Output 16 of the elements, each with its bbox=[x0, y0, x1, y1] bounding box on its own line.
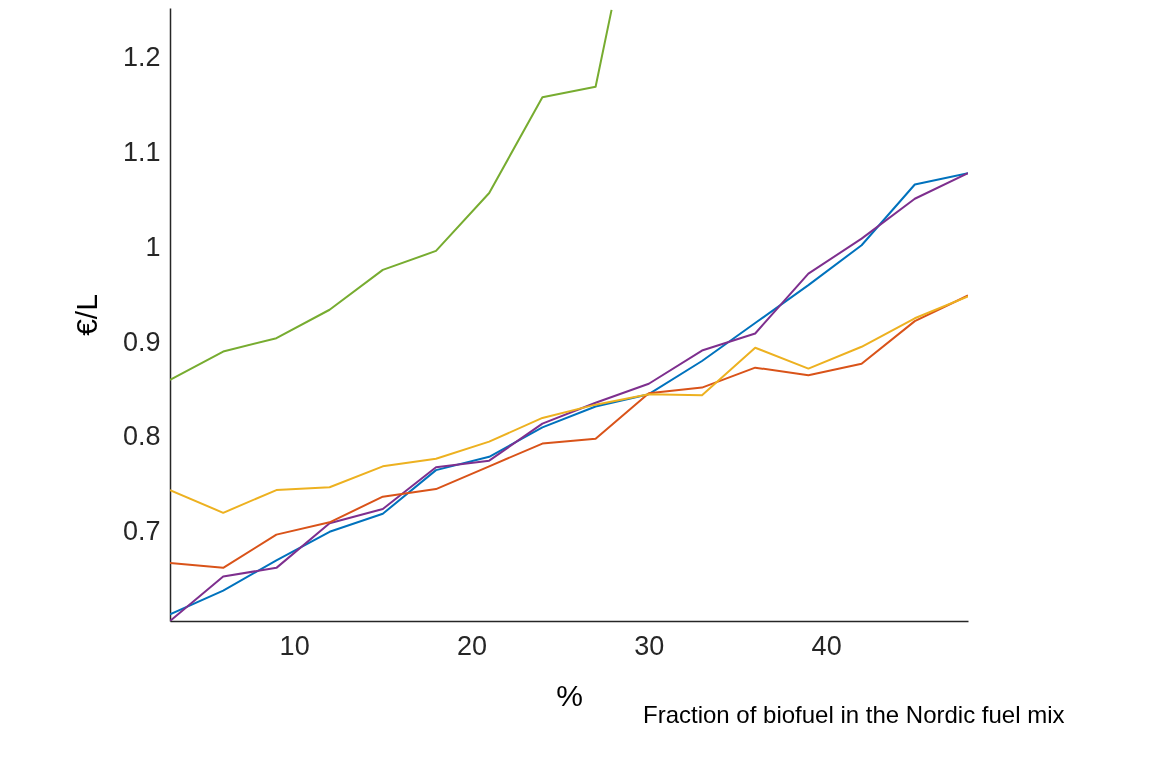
x-tick-label: 30 bbox=[634, 630, 665, 661]
x-axis-title: % bbox=[556, 678, 583, 712]
y-tick-label: 1.1 bbox=[122, 136, 161, 167]
x-tick-label: 10 bbox=[279, 630, 310, 661]
line-series bbox=[170, 294, 968, 569]
x-tick-label: 40 bbox=[811, 630, 842, 661]
line-series bbox=[170, 295, 968, 514]
y-tick-label: 0.9 bbox=[122, 326, 161, 357]
line-series bbox=[170, 8, 613, 381]
y-tick-label: 1.2 bbox=[122, 41, 161, 72]
y-tick-label: 0.7 bbox=[122, 516, 161, 547]
x-tick-label: 20 bbox=[456, 630, 487, 661]
y-axis-title: €/L bbox=[69, 294, 103, 336]
y-tick-label: 1 bbox=[145, 231, 161, 262]
text: Fraction of biofuel in the Nordic fuel mix bbox=[643, 700, 1066, 730]
y-tick-label: 0.8 bbox=[122, 421, 161, 452]
